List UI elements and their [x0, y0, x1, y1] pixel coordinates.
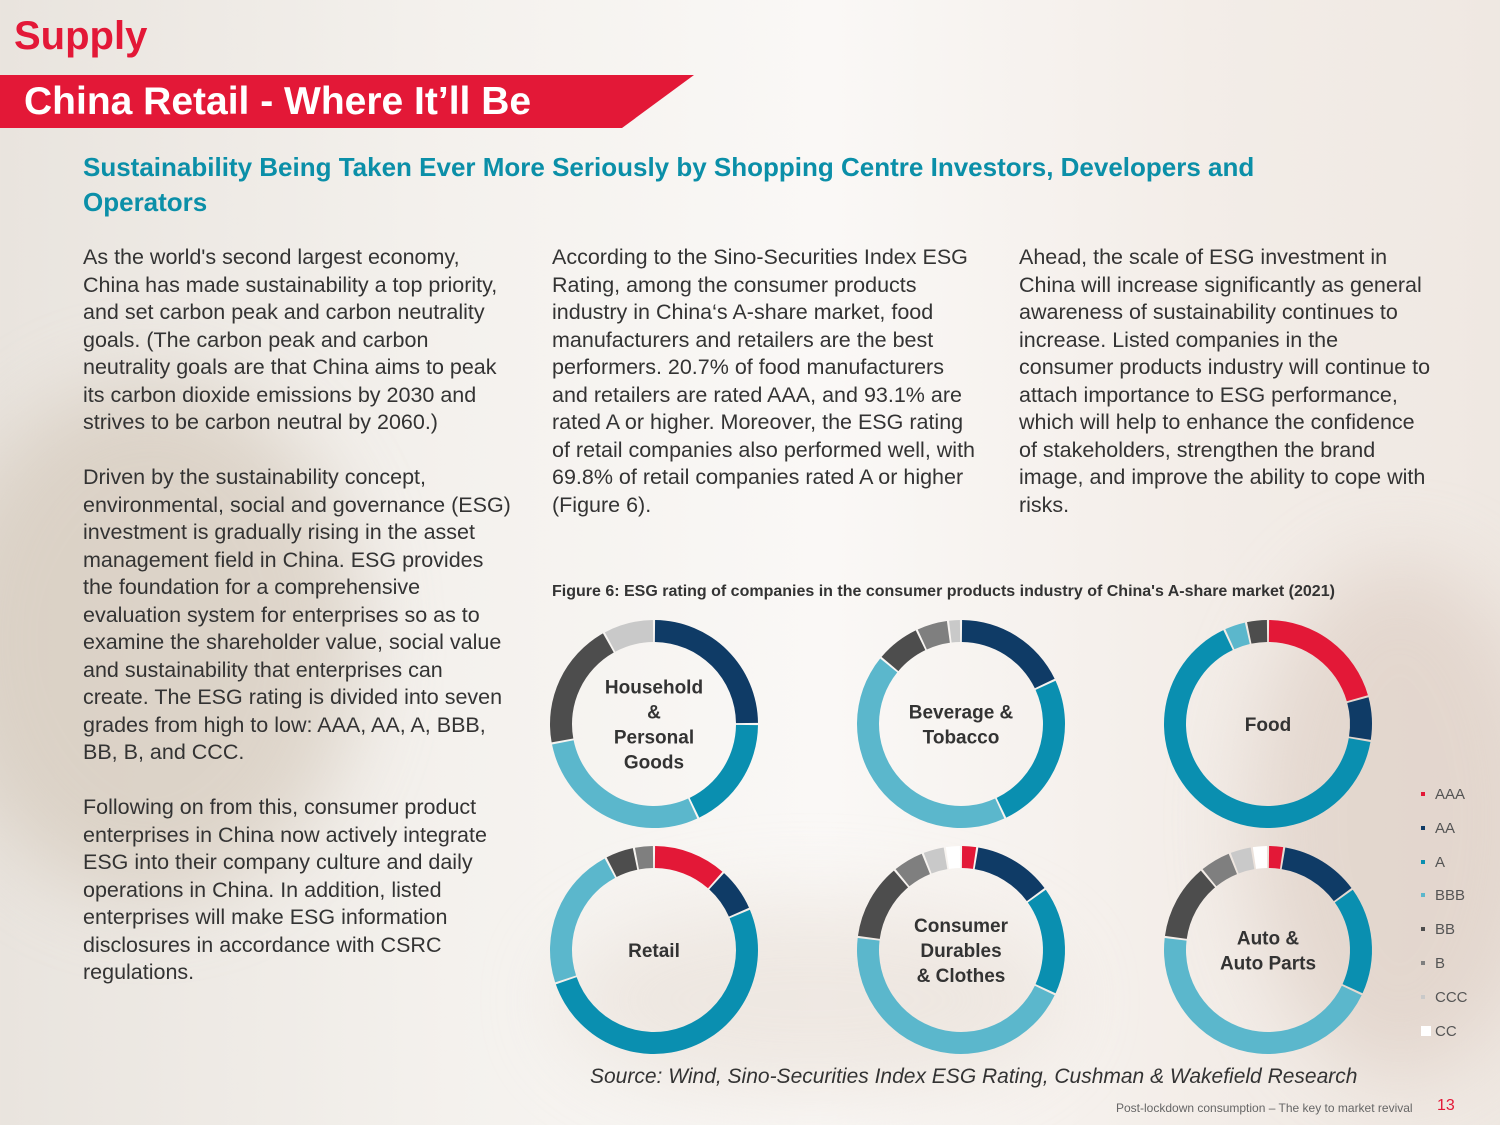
legend-label: B [1435, 954, 1446, 972]
donut-segment-aaa [961, 846, 977, 869]
donut-label: Auto & [1237, 929, 1300, 950]
legend-label: CCC [1435, 988, 1468, 1006]
donut-segment-aa [1281, 847, 1352, 902]
donut-segment-bb [1164, 870, 1216, 939]
donut-segment-bbb [552, 740, 698, 828]
donut-segment-bb [606, 848, 638, 878]
donut-segment-ccc [949, 620, 961, 643]
donut-label: & Clothes [917, 966, 1006, 987]
paragraph: Following on from this, consumer product… [83, 795, 487, 984]
donut-segment-bbb [857, 938, 1055, 1055]
donut-segment-aa [654, 620, 758, 724]
legend-swatch [1421, 859, 1425, 864]
donut-segment-bbb [1225, 622, 1250, 650]
donut-segment-a [996, 680, 1065, 818]
page-subtitle: Sustainability Being Taken Ever More Ser… [83, 152, 1255, 217]
paragraph: As the world's second largest economy, C… [83, 245, 498, 434]
text-column-2: According to the Sino-Securities Index E… [552, 244, 977, 547]
donut-segment-b [1202, 853, 1238, 887]
legend-swatch [1421, 994, 1425, 999]
section-label: Supply [14, 14, 148, 58]
figure-source: Source: Wind, Sino-Securities Index ESG … [590, 1065, 1358, 1088]
text-column-1: As the world's second largest economy, C… [83, 244, 513, 1014]
donut-label: Personal [614, 728, 694, 749]
donut-segment-aa [709, 873, 750, 917]
legend-swatch [1421, 1025, 1431, 1036]
donut-segment-bb [881, 630, 926, 672]
donut-segment-a [1027, 889, 1065, 994]
title-banner [0, 75, 694, 128]
donut-segment-bbb [550, 858, 616, 983]
donut-label: Retail [628, 941, 680, 962]
donut-segment-b [895, 853, 931, 887]
donut-segment-bb [1247, 620, 1268, 644]
figure-caption: Figure 6: ESG rating of companies in the… [552, 583, 1335, 600]
donut-segment-aaa [1268, 846, 1284, 869]
page-title: China Retail - Where It’ll Be [24, 80, 532, 123]
legend-swatch [1421, 893, 1425, 898]
donut-segment-bb [550, 633, 614, 743]
donut-segment-bbb [857, 658, 1005, 829]
legend-swatch [1421, 960, 1425, 965]
legend-label: CC [1435, 1022, 1457, 1040]
legend-swatch [1421, 927, 1425, 932]
legend-swatch [1421, 792, 1425, 796]
background-blur [0, 380, 360, 900]
donut-segment-bb [857, 870, 909, 939]
donut-segment-a [689, 724, 758, 818]
donut-segment-cc [945, 846, 961, 869]
donut-segment-aaa [1268, 620, 1368, 702]
footer-text: Post-lockdown consumption – The key to m… [1116, 1101, 1413, 1115]
text-column-3: Ahead, the scale of ESG investment in Ch… [1019, 244, 1434, 547]
donut-segment-a [555, 909, 758, 1054]
page-number: 13 [1437, 1097, 1455, 1114]
donut-segment-aa [1347, 697, 1372, 740]
donut-segment-aaa [654, 846, 723, 889]
legend-label: A [1435, 853, 1446, 871]
legend-label: AAA [1435, 786, 1466, 803]
donut-segment-ccc [1230, 847, 1255, 874]
donut-segment-ccc [604, 620, 654, 652]
donut-label: Tobacco [923, 728, 1000, 749]
background-blur [560, 900, 1060, 1100]
donut-label: Durables [920, 941, 1001, 962]
donut-segment-a [1334, 889, 1372, 994]
legend-swatch [1421, 825, 1425, 830]
donut-charts: Household & Personal Goods Beverage & Tobacco… [550, 620, 1372, 1055]
donut-label: Goods [624, 753, 684, 774]
donut-label: Auto Parts [1220, 954, 1316, 975]
legend-label: BB [1435, 921, 1456, 939]
legend-label: BBB [1435, 887, 1466, 905]
paragraph: Driven by the sustainability concept, en… [83, 465, 511, 764]
paragraph: According to the Sino-Securities Index E… [552, 245, 976, 517]
donut-label: Beverage & [909, 703, 1014, 724]
donut-segment-cc [1252, 846, 1268, 869]
donut-label: Food [1245, 715, 1291, 736]
legend-label: AA [1435, 819, 1456, 837]
donut-segment-bbb [1164, 938, 1362, 1055]
donut-segment-ccc [923, 847, 948, 874]
donut-label: Household [605, 678, 703, 699]
donut-segment-aa [974, 847, 1045, 902]
donut-label: & [647, 703, 661, 724]
donut-label: Consumer [914, 916, 1009, 937]
donut-segment-b [634, 846, 654, 870]
donut-segment-b [917, 620, 950, 650]
paragraph: Ahead, the scale of ESG investment in Ch… [1019, 245, 1431, 517]
donut-segment-aa [961, 620, 1055, 689]
